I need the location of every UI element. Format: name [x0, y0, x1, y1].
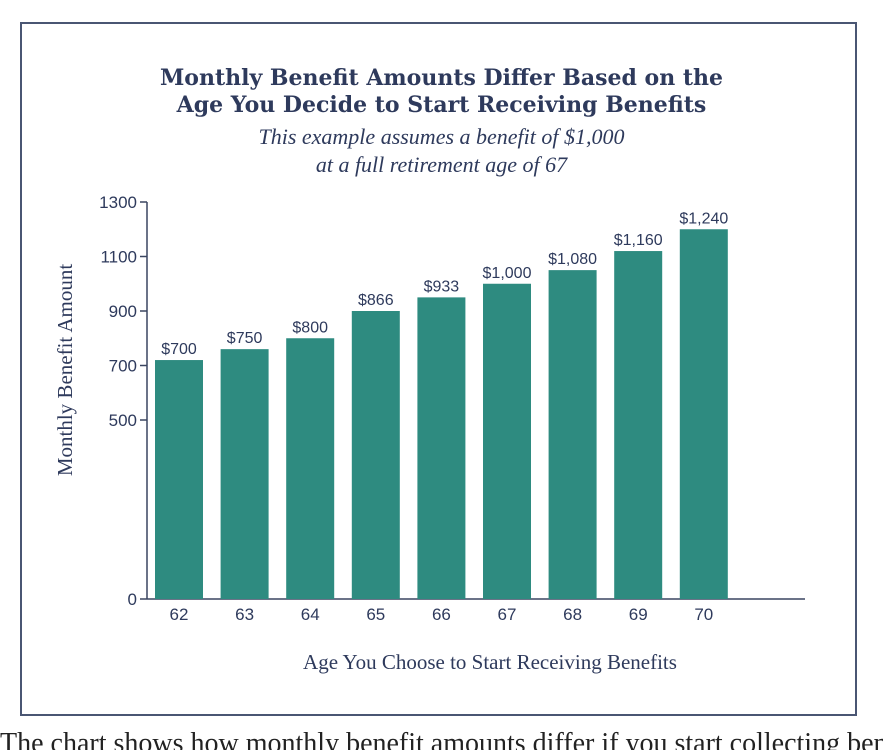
data-label: $866 [358, 292, 394, 309]
y-tick-label: 700 [109, 357, 137, 376]
chart-subtitle-line-1: This example assumes a benefit of $1,000 [258, 124, 625, 149]
y-axis-title: Monthly Benefit Amount [53, 264, 77, 476]
chart-title-line-1: Monthly Benefit Amounts Differ Based on … [159, 65, 724, 91]
chart-subtitle-line-2: at a full retirement age of 67 [315, 152, 568, 177]
x-tick-label: 62 [170, 605, 189, 624]
footer-text: The chart shows how monthly benefit amou… [0, 728, 883, 750]
bar [548, 270, 597, 599]
x-tick-label: 69 [629, 605, 648, 624]
bar [351, 311, 400, 599]
data-label: $1,000 [483, 265, 532, 282]
bar [483, 283, 531, 599]
data-label: $700 [161, 341, 197, 358]
data-label: $1,240 [679, 210, 728, 227]
bar [155, 360, 203, 599]
chart-title-line-2: Age You Decide to Start Receiving Benefi… [176, 92, 707, 118]
chart-subtitle: This example assumes a benefit of $1,000… [0, 123, 883, 179]
chart-frame [20, 22, 857, 716]
y-tick-label: 900 [109, 302, 137, 321]
x-tick-label: 67 [498, 605, 517, 624]
x-tick-label: 65 [366, 605, 385, 624]
bar [417, 297, 466, 599]
bar [679, 229, 728, 599]
chart-title: Monthly Benefit Amounts Differ Based on … [0, 65, 883, 119]
data-label: $750 [227, 330, 263, 347]
bar [220, 349, 269, 599]
y-tick-label: 1300 [99, 193, 137, 212]
data-label: $1,080 [548, 251, 597, 268]
x-axis-title: Age You Choose to Start Receiving Benefi… [303, 650, 677, 674]
x-tick-label: 63 [235, 605, 254, 624]
y-tick-label: 1100 [100, 248, 137, 267]
bar [614, 251, 663, 600]
data-label: $1,160 [614, 232, 663, 249]
y-tick-label: 500 [109, 411, 137, 430]
data-label: $800 [292, 319, 328, 336]
data-label: $933 [424, 278, 460, 295]
x-tick-label: 68 [563, 605, 582, 624]
x-tick-label: 66 [432, 605, 451, 624]
y-tick-label: 0 [128, 590, 137, 609]
x-tick-label: 64 [301, 605, 320, 624]
bar [286, 338, 335, 599]
x-tick-label: 70 [694, 605, 713, 624]
